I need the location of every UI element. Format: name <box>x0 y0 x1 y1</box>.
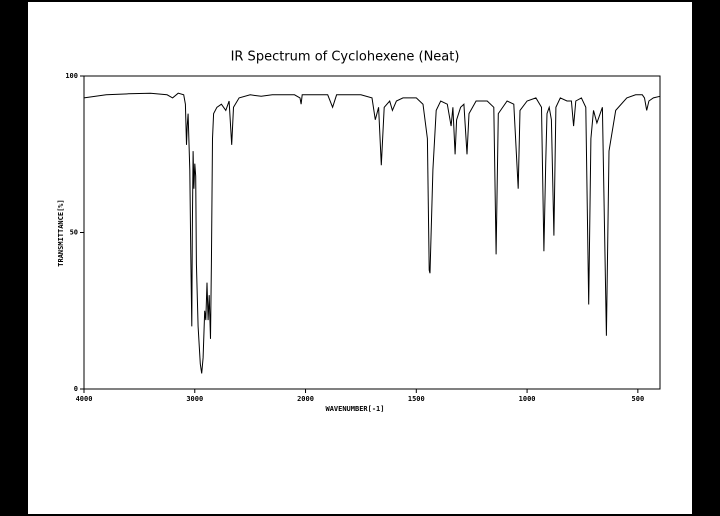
y-axis-label: TRANSMITTANCE[%] <box>57 199 65 266</box>
spectrum-line <box>83 92 661 374</box>
y-tick-label: 50 <box>70 229 78 237</box>
x-tick-label: 1500 <box>408 395 425 403</box>
y-tick-label: 100 <box>65 72 78 80</box>
x-tick-label: 2000 <box>297 395 314 403</box>
x-tick-label: 500 <box>632 395 645 403</box>
x-tick-label: 3000 <box>186 395 203 403</box>
x-axis-label: WAVENUMBER[-1] <box>325 405 384 413</box>
x-tick-label: 4000 <box>76 395 93 403</box>
x-tick-label: 1000 <box>519 395 536 403</box>
chart-title: IR Spectrum of Cyclohexene (Neat) <box>231 50 460 65</box>
canvas <box>28 2 692 514</box>
y-tick-label: 0 <box>74 385 78 393</box>
